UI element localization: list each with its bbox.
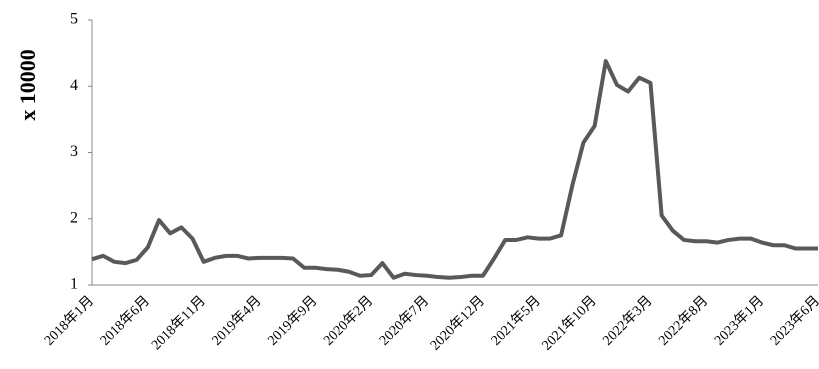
x-tick-label: 2021年5月 — [488, 293, 544, 349]
x-tick-label: 2018年6月 — [97, 293, 153, 349]
x-tick-label: 2023年6月 — [767, 293, 819, 349]
x-tick-label: 2019年4月 — [209, 293, 265, 349]
x-tick-label: 2023年1月 — [711, 293, 767, 349]
data-line — [91, 59, 818, 280]
x-tick-label: 2022年3月 — [600, 293, 656, 349]
x-tick-label: 2018年1月 — [41, 293, 97, 349]
x-tick-label: 2018年11月 — [148, 293, 208, 353]
y-axis-label: x 10000 — [15, 49, 40, 121]
x-tick-label: 2020年7月 — [376, 293, 432, 349]
y-tick-label: 4 — [70, 77, 78, 94]
x-tick-label: 2022年8月 — [656, 293, 712, 349]
x-tick-label: 2019年9月 — [265, 293, 321, 349]
y-tick-label: 5 — [70, 11, 78, 28]
x-tick-label: 2020年2月 — [320, 293, 376, 349]
y-tick-label: 3 — [70, 143, 78, 160]
x-tick-label: 2020年12月 — [427, 293, 488, 354]
y-tick-label: 2 — [70, 209, 78, 226]
x-tick-label: 2021年10月 — [539, 293, 600, 354]
y-tick-label: 1 — [70, 276, 78, 293]
